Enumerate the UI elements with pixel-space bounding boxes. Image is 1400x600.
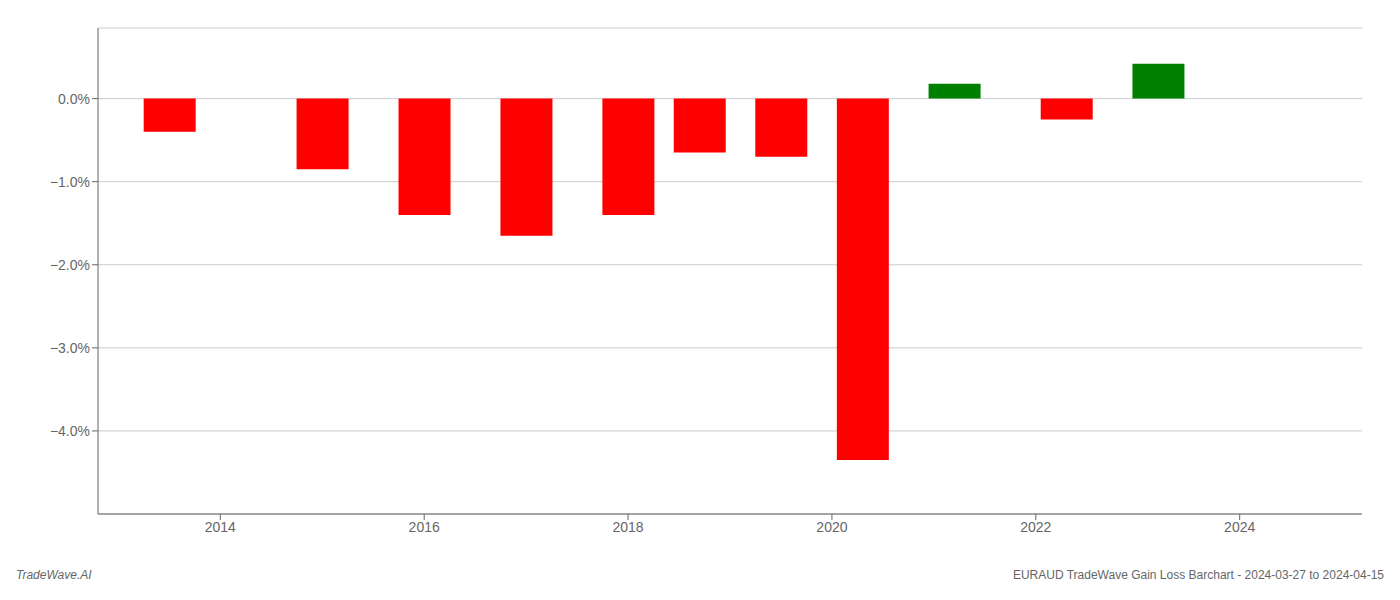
svg-text:0.0%: 0.0% <box>58 91 90 107</box>
svg-text:2020: 2020 <box>816 519 847 535</box>
html-text:TradeWave.AI: TradeWave.AI <box>16 568 92 582</box>
svg-text:−1.0%: −1.0% <box>50 174 90 190</box>
svg-text:−2.0%: −2.0% <box>50 257 90 273</box>
svg-text:2016: 2016 <box>409 519 440 535</box>
svg-text:2018: 2018 <box>612 519 643 535</box>
svg-text:−3.0%: −3.0% <box>50 340 90 356</box>
svg-text:−4.0%: −4.0% <box>50 423 90 439</box>
svg-text:2022: 2022 <box>1020 519 1051 535</box>
svg-text:2014: 2014 <box>205 519 236 535</box>
html-text:EURAUD TradeWave Gain Loss Bar: EURAUD TradeWave Gain Loss Barchart - 20… <box>1012 568 1384 582</box>
svg-text:2024: 2024 <box>1224 519 1255 535</box>
